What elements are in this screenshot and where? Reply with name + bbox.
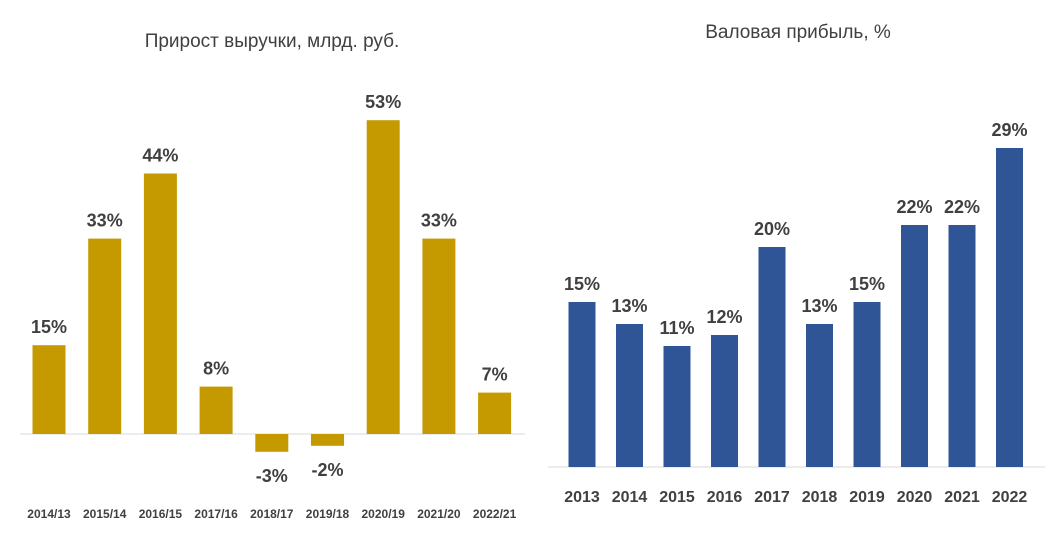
gross-profit-data-labels: 15% 13% 11% 12% 20% 13% 15% 22% 22% 29% [564, 120, 1028, 338]
gross-profit-bars [568, 148, 1023, 467]
gross-profit-data-label: 13% [801, 296, 837, 316]
gross-profit-x-tick-label: 2019 [849, 489, 885, 506]
gross-profit-chart-title: Валовая прибыль, % [705, 22, 891, 43]
revenue-growth-bar [199, 386, 233, 434]
gross-profit-chart: Валовая прибыль, % 15%13%11%12%20%13%15%… [548, 22, 1045, 506]
revenue-growth-data-label: 15% [31, 317, 67, 337]
revenue-growth-x-ticks: 2014/13 2015/14 2016/15 2017/16 2018/17 2019/… [27, 507, 516, 521]
revenue-growth-x-tick-label: 2016/15 [139, 507, 183, 521]
revenue-growth-bars [32, 120, 512, 452]
revenue-growth-data-label: -3% [256, 466, 288, 486]
revenue-growth-x-tick-label: 2015/14 [83, 507, 127, 521]
revenue-growth-chart-title: Прирост выручки, млрд. руб. [145, 31, 400, 52]
gross-profit-data-label: 15% [564, 274, 600, 294]
revenue-growth-data-label: 8% [203, 359, 229, 379]
gross-profit-bar [711, 335, 738, 467]
gross-profit-x-tick-label: 2021 [944, 489, 980, 506]
gross-profit-x-tick-label: 2016 [707, 489, 743, 506]
gross-profit-data-label: 15% [849, 274, 885, 294]
revenue-growth-bar [88, 238, 122, 434]
revenue-growth-x-tick-label: 2019/18 [306, 507, 350, 521]
gross-profit-data-label: 22% [896, 197, 932, 217]
revenue-growth-data-label: 33% [421, 211, 457, 231]
gross-profit-bar [568, 302, 596, 467]
revenue-growth-chart: Прирост выручки, млрд. руб. 15% 33% 44% 8% -… [20, 31, 525, 521]
revenue-growth-x-tick-label: 2017/16 [194, 507, 238, 521]
revenue-growth-x-tick-label: 2014/13 [27, 507, 71, 521]
revenue-growth-bar [32, 345, 66, 434]
revenue-growth-x-tick-label: 2022/21 [473, 507, 517, 521]
gross-profit-bar [663, 346, 691, 467]
gross-profit-bar [901, 225, 928, 467]
gross-profit-x-tick-label: 2020 [897, 489, 933, 506]
revenue-growth-bar [422, 238, 456, 434]
gross-profit-bar [806, 324, 833, 467]
revenue-growth-x-tick-label: 2021/20 [417, 507, 461, 521]
gross-profit-x-tick-label: 2022 [992, 489, 1028, 506]
revenue-growth-data-label: -2% [311, 460, 343, 480]
gross-profit-bar [758, 247, 786, 467]
gross-profit-bar [853, 302, 881, 467]
gross-profit-data-label: 11% [659, 318, 694, 338]
gross-profit-data-label: 29% [991, 120, 1027, 140]
revenue-growth-x-tick-label: 2018/17 [250, 507, 294, 521]
revenue-growth-data-label: 44% [142, 146, 178, 166]
gross-profit-x-tick-label: 2013 [564, 489, 600, 506]
revenue-growth-data-label: 33% [87, 211, 123, 231]
gross-profit-x-ticks: 2013 2014 2015 2016 2017 2018 2019 2020 2021 2022 [564, 489, 1027, 506]
gross-profit-x-tick-label: 2015 [659, 489, 695, 506]
gross-profit-bar [616, 324, 643, 467]
gross-profit-data-label: 20% [754, 219, 790, 239]
gross-profit-data-label: 22% [944, 197, 980, 217]
gross-profit-x-tick-label: 2017 [754, 489, 790, 506]
revenue-growth-data-label: 53% [365, 92, 401, 112]
revenue-growth-data-label: 7% [482, 365, 508, 385]
revenue-growth-bar [366, 120, 400, 434]
gross-profit-bar [996, 148, 1023, 467]
revenue-growth-data-labels: 15% 33% 44% 8% -3% -2% 53% 33% 7% [31, 92, 508, 486]
gross-profit-x-tick-label: 2018 [802, 489, 838, 506]
revenue-growth-bar [311, 434, 344, 446]
revenue-growth-bar [143, 173, 177, 434]
revenue-growth-bar [255, 434, 289, 452]
gross-profit-x-tick-label: 2014 [612, 489, 648, 506]
revenue-growth-x-tick-label: 2020/19 [362, 507, 406, 521]
gross-profit-data-label: 13% [611, 296, 647, 316]
revenue-growth-bar [478, 392, 512, 434]
gross-profit-bar [948, 225, 976, 467]
gross-profit-data-label: 12% [706, 307, 742, 327]
